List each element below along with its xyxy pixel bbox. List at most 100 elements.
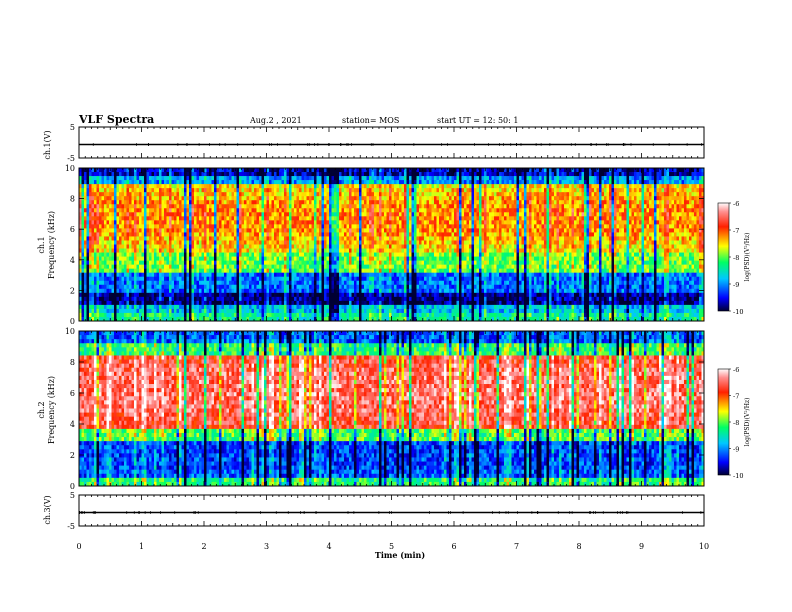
spectrogram-cell <box>154 236 157 240</box>
spectrogram-cell <box>209 257 212 261</box>
spectrogram-cell <box>97 184 100 188</box>
spectrogram-cell <box>129 176 132 180</box>
spectrogram-cell <box>159 309 162 313</box>
spectrogram-cell <box>209 269 212 273</box>
spectrogram-cell <box>89 228 92 232</box>
spectrogram-cell <box>189 281 192 285</box>
spectrogram-cell <box>172 228 175 232</box>
spectrogram-cell <box>102 240 105 244</box>
spectrogram-cell <box>117 192 120 196</box>
spectrogram-cell <box>197 216 200 220</box>
spectrogram-cell <box>199 257 202 261</box>
spectrogram-cell <box>149 265 152 269</box>
spectrogram-cell <box>184 240 187 244</box>
spectrogram-cell <box>124 232 127 236</box>
spectrogram-cell <box>174 192 177 196</box>
spectrogram-cell <box>169 216 172 220</box>
spectrogram-cell <box>132 273 135 277</box>
spectrogram-cell <box>202 309 205 313</box>
spectrogram-cell <box>92 313 95 317</box>
spectrogram-cell <box>102 293 105 297</box>
spectrogram-cell <box>137 277 140 281</box>
spectrogram-cell <box>89 277 92 281</box>
spectrogram-cell <box>164 204 167 208</box>
spectrogram-cell <box>132 192 135 196</box>
spectrogram-cell <box>137 289 140 293</box>
spectrogram-cell <box>144 309 147 313</box>
spectrogram-cell <box>92 297 95 301</box>
spectrogram-cell <box>192 277 195 281</box>
spectrogram-cell <box>99 253 102 257</box>
spectrogram-cell <box>177 224 180 228</box>
spectrogram-cell <box>92 188 95 192</box>
spectrogram-cell <box>102 301 105 305</box>
spectrogram-cell <box>112 277 115 281</box>
spectrogram-cell <box>194 236 197 240</box>
spectrogram-cell <box>197 265 200 269</box>
spectrogram-cell <box>97 245 100 249</box>
spectrogram-cell <box>92 277 95 281</box>
spectrogram-cell <box>99 228 102 232</box>
spectrogram-cell <box>187 192 190 196</box>
spectrogram-cell <box>147 232 150 236</box>
spectrogram-cell <box>124 297 127 301</box>
spectrogram-cell <box>109 305 112 309</box>
spectrogram-cell <box>87 204 90 208</box>
spectrogram-cell <box>89 273 92 277</box>
spectrogram-cell <box>162 200 165 204</box>
spectrogram-cell <box>129 236 132 240</box>
spectrogram-cell <box>112 289 115 293</box>
spectrogram-cell <box>147 253 150 257</box>
spectrogram-cell <box>172 261 175 265</box>
spectrogram-cell <box>179 188 182 192</box>
spectrogram-cell <box>104 188 107 192</box>
spectrogram-cell <box>199 285 202 289</box>
spectrogram-cell <box>92 253 95 257</box>
spectrogram-cell <box>117 168 120 172</box>
spectrogram-cell <box>184 273 187 277</box>
spectrogram-cell <box>159 180 162 184</box>
spectrogram-cell <box>139 285 142 289</box>
spectrogram-cell <box>154 168 157 172</box>
spectrogram-cell <box>122 305 125 309</box>
spectrogram-cell <box>152 297 155 301</box>
spectrogram-cell <box>207 180 210 184</box>
spectrogram-cell <box>199 293 202 297</box>
spectrogram-cell <box>209 196 212 200</box>
spectrogram-cell <box>97 301 100 305</box>
spectrogram-cell <box>162 281 165 285</box>
spectrogram-cell <box>209 180 212 184</box>
spectrogram-cell <box>139 216 142 220</box>
spectrogram-cell <box>144 212 147 216</box>
spectrogram-cell <box>97 249 100 253</box>
spectrogram-cell <box>174 180 177 184</box>
spectrogram-cell <box>162 289 165 293</box>
spectrogram-cell <box>112 273 115 277</box>
spectrogram-cell <box>189 200 192 204</box>
spectrogram-cell <box>194 200 197 204</box>
spectrogram-cell <box>102 228 105 232</box>
spectrogram-cell <box>194 232 197 236</box>
spectrogram-cell <box>137 204 140 208</box>
spectrogram-cell <box>109 192 112 196</box>
spectrogram-cell <box>137 192 140 196</box>
spectrogram-cell <box>172 301 175 305</box>
spectrogram-cell <box>164 277 167 281</box>
spectrogram-cell <box>147 208 150 212</box>
spectrogram-cell <box>94 265 97 269</box>
spectrogram-cell <box>152 180 155 184</box>
spectrogram-cell <box>99 200 102 204</box>
spectrogram-cell <box>139 301 142 305</box>
spectrogram-cell <box>159 184 162 188</box>
spectrogram-cell <box>172 220 175 224</box>
spectrogram-cell <box>134 204 137 208</box>
spectrogram-cell <box>112 265 115 269</box>
spectrogram-cell <box>187 273 190 277</box>
spectrogram-cell <box>159 196 162 200</box>
spectrogram-cell <box>129 212 132 216</box>
spectrogram-cell <box>132 180 135 184</box>
spectrogram-cell <box>117 305 120 309</box>
spectrogram-cell <box>169 289 172 293</box>
spectrogram-cell <box>159 277 162 281</box>
spectrogram-cell <box>209 220 212 224</box>
